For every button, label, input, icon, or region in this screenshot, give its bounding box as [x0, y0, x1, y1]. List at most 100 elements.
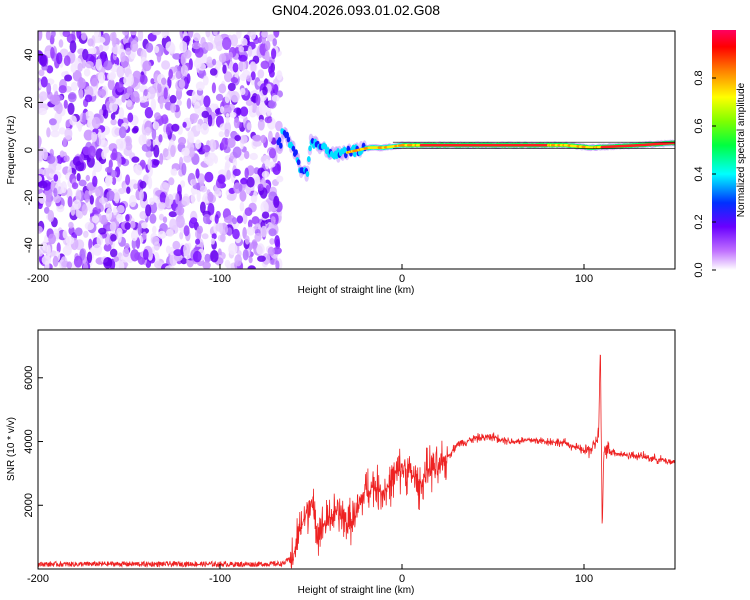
heatmap-cell	[222, 104, 232, 117]
heatmap-cell	[164, 265, 175, 269]
heatmap-cell	[38, 192, 47, 204]
heatmap-cell	[206, 56, 213, 63]
heatmap-cell	[257, 183, 264, 191]
heatmap-cell	[133, 183, 138, 190]
heatmap-cell	[228, 243, 238, 255]
heatmap-cell	[260, 60, 270, 70]
snr-series-line	[38, 354, 675, 569]
colorbar-tick-label: 0.4	[693, 166, 705, 181]
heatmap-cell	[250, 31, 257, 40]
heatmap-cell	[64, 127, 73, 140]
heatmap-cell	[46, 127, 51, 138]
heatmap-cell	[171, 123, 180, 132]
heatmap-cell	[291, 145, 296, 152]
heatmap-cell	[110, 170, 118, 178]
snr-x-axis: -200 -100 0 100	[27, 564, 593, 585]
heatmap-cell	[250, 61, 257, 72]
heatmap-cell	[351, 144, 356, 151]
heatmap-cell	[91, 47, 97, 55]
heatmap-cell	[159, 223, 168, 232]
heatmap-cell	[276, 70, 283, 81]
heatmap-cell	[46, 155, 56, 164]
heatmap-cell	[142, 249, 149, 260]
heatmap-cell	[130, 249, 140, 262]
heatmap-cell	[56, 242, 61, 253]
heatmap-cell	[98, 227, 107, 235]
heatmap-cell	[193, 32, 201, 42]
heatmap-cell	[126, 186, 131, 194]
heatmap-cell	[225, 113, 230, 124]
heatmap-cell	[207, 152, 217, 162]
heatmap-cell	[244, 167, 249, 179]
heatmap-cell	[188, 147, 195, 158]
heatmap-cell	[85, 174, 91, 182]
heatmap-cell	[169, 94, 177, 104]
heatmap-cell	[125, 142, 133, 151]
heatmap-cell	[191, 178, 197, 186]
heatmap-cell	[91, 131, 97, 143]
heatmap-cell	[230, 34, 239, 47]
heatmap-cell	[252, 140, 262, 147]
heatmap-cell	[106, 190, 115, 202]
heatmap-cell	[218, 222, 223, 235]
heatmap-cell	[274, 235, 280, 247]
heatmap-cell	[244, 235, 250, 245]
heatmap-cell	[84, 190, 90, 203]
heatmap-cell	[169, 218, 177, 231]
x-tick-label: 0	[399, 273, 405, 285]
heatmap-cell	[67, 92, 77, 103]
heatmap-cell	[232, 168, 241, 177]
heatmap-cell	[233, 117, 240, 129]
heatmap-cell	[194, 101, 201, 114]
heatmap-cell	[127, 112, 134, 123]
heatmap-cell	[175, 215, 185, 229]
heatmap-cell	[269, 238, 275, 245]
heatmap-cell	[67, 165, 72, 177]
heatmap-cell	[159, 153, 164, 165]
heatmap-cell	[156, 49, 162, 63]
heatmap-cell	[78, 88, 84, 100]
heatmap-cell	[207, 114, 213, 127]
heatmap-cell	[62, 229, 68, 239]
colorbar-tick-label: 0.0	[693, 262, 705, 277]
heatmap-cell	[145, 204, 152, 217]
heatmap-cell	[67, 196, 73, 208]
heatmap-cell	[181, 196, 191, 206]
heatmap-cell	[168, 211, 177, 218]
heatmap-cell	[133, 125, 139, 133]
heatmap-cell	[105, 207, 113, 221]
heatmap-cell	[275, 120, 283, 132]
heatmap-cell	[93, 161, 103, 173]
heatmap-cell	[162, 182, 170, 189]
heatmap-cell	[114, 192, 120, 204]
heatmap-cell	[50, 181, 55, 191]
heatmap-cell	[163, 87, 168, 100]
heatmap-cell	[232, 146, 242, 158]
heatmap-cell	[272, 38, 278, 47]
heatmap-cell	[262, 253, 271, 265]
heatmap-cell	[240, 178, 248, 185]
heatmap-cell	[260, 225, 268, 238]
heatmap-cell	[244, 150, 250, 160]
heatmap-cell	[125, 214, 130, 222]
heatmap-cell	[180, 180, 186, 188]
colorbar-ticks: 0.0 0.2 0.4 0.6 0.8	[693, 70, 716, 278]
heatmap-cell	[91, 116, 101, 129]
heatmap-cell	[251, 216, 260, 225]
heatmap-cell	[45, 31, 51, 41]
heatmap-cell	[131, 156, 140, 163]
heatmap-cell	[103, 243, 112, 252]
heatmap-cell	[226, 227, 233, 237]
colorbar: 0.0 0.2 0.4 0.6 0.8 Normalized spectral ampl…	[693, 30, 747, 278]
heatmap-cell	[122, 31, 129, 36]
heatmap-cell	[210, 250, 219, 263]
heatmap-cell	[38, 107, 47, 116]
heatmap-cell	[158, 202, 166, 210]
y-tick-label: -20	[23, 190, 35, 206]
heatmap-cell	[257, 255, 266, 262]
heatmap-cell	[56, 52, 63, 65]
heatmap-cell	[279, 142, 283, 149]
heatmap-cell	[66, 261, 73, 269]
heatmap-cell	[272, 247, 282, 255]
colorbar-label: Normalized spectral amplitude	[736, 82, 747, 217]
